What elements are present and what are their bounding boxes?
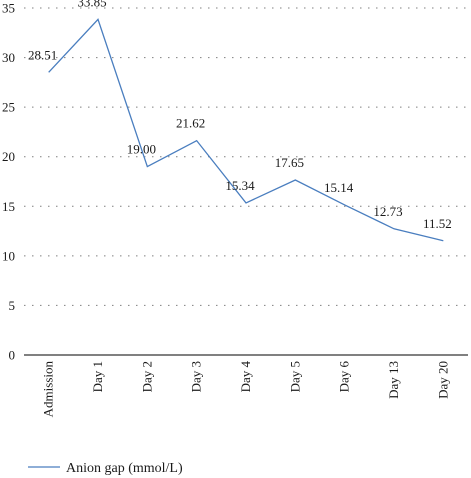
data-label: 11.52 <box>423 216 452 231</box>
x-tick-label: Day 4 <box>238 361 253 393</box>
x-tick-label: Day 1 <box>90 361 105 392</box>
data-labels: 28.51 33.85 19.00 21.62 15.34 17.65 15.14 12.73… <box>28 0 452 231</box>
data-label: 19.00 <box>127 142 156 157</box>
x-tick-labels: Admission Day 1 Day 2 Day 3 Day 4 Day 5 Day 6 D… <box>41 361 451 418</box>
x-tick-label: Day 5 <box>287 361 302 392</box>
data-label: 28.51 <box>28 47 57 62</box>
grid-layer <box>24 7 468 306</box>
data-label: 12.73 <box>373 204 402 219</box>
x-tick-label: Day 20 <box>435 361 450 399</box>
y-tick-label: 25 <box>2 100 15 115</box>
y-tick-label: 30 <box>2 50 15 65</box>
y-tick-label: 15 <box>2 199 15 214</box>
data-label: 15.34 <box>225 178 255 193</box>
legend-label: Anion gap (mmol/L) <box>66 461 183 476</box>
data-label: 17.65 <box>275 155 304 170</box>
x-tick-label: Day 6 <box>337 361 352 393</box>
y-tick-label: 10 <box>2 248 15 263</box>
x-tick-label: Admission <box>41 361 56 418</box>
y-tick-labels: 0 5 10 15 20 25 30 35 <box>2 1 15 363</box>
series-layer <box>48 18 444 242</box>
data-label: 15.14 <box>324 180 354 195</box>
y-tick-label: 35 <box>2 1 15 16</box>
y-tick-label: 0 <box>9 348 16 363</box>
series-line-anion-gap <box>48 18 444 242</box>
x-tick-label: Day 13 <box>386 361 401 399</box>
x-tick-label: Day 3 <box>189 361 204 392</box>
y-tick-label: 5 <box>9 298 16 313</box>
data-label: 21.62 <box>176 116 205 131</box>
data-label: 33.85 <box>77 0 106 9</box>
legend: Anion gap (mmol/L) <box>28 461 183 476</box>
y-tick-label: 20 <box>2 149 15 164</box>
x-tick-label: Day 2 <box>139 361 154 392</box>
